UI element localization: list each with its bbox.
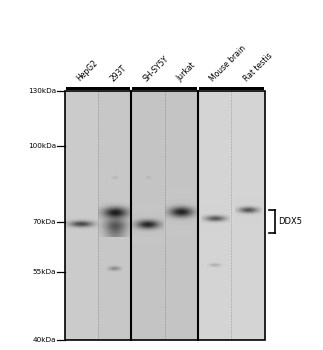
- Bar: [199, 87, 264, 90]
- Text: 40kDa: 40kDa: [32, 336, 56, 343]
- Bar: [65, 91, 98, 340]
- Text: Jurkat: Jurkat: [175, 61, 197, 83]
- Bar: [198, 91, 232, 340]
- Bar: [131, 91, 165, 340]
- Bar: [165, 91, 198, 340]
- Bar: [66, 87, 130, 90]
- Text: 70kDa: 70kDa: [32, 218, 56, 224]
- Text: SH-SY5Y: SH-SY5Y: [142, 54, 171, 83]
- Bar: [232, 91, 265, 340]
- Text: 130kDa: 130kDa: [28, 88, 56, 94]
- Text: Rat testis: Rat testis: [242, 51, 274, 83]
- Text: 100kDa: 100kDa: [28, 143, 56, 149]
- Text: HepG2: HepG2: [75, 59, 99, 83]
- Text: DDX5: DDX5: [278, 217, 302, 226]
- Bar: [98, 91, 131, 340]
- Text: 55kDa: 55kDa: [32, 270, 56, 275]
- Bar: [65, 91, 265, 340]
- Text: Mouse brain: Mouse brain: [208, 44, 248, 83]
- Bar: [132, 87, 197, 90]
- Text: 293T: 293T: [108, 63, 128, 83]
